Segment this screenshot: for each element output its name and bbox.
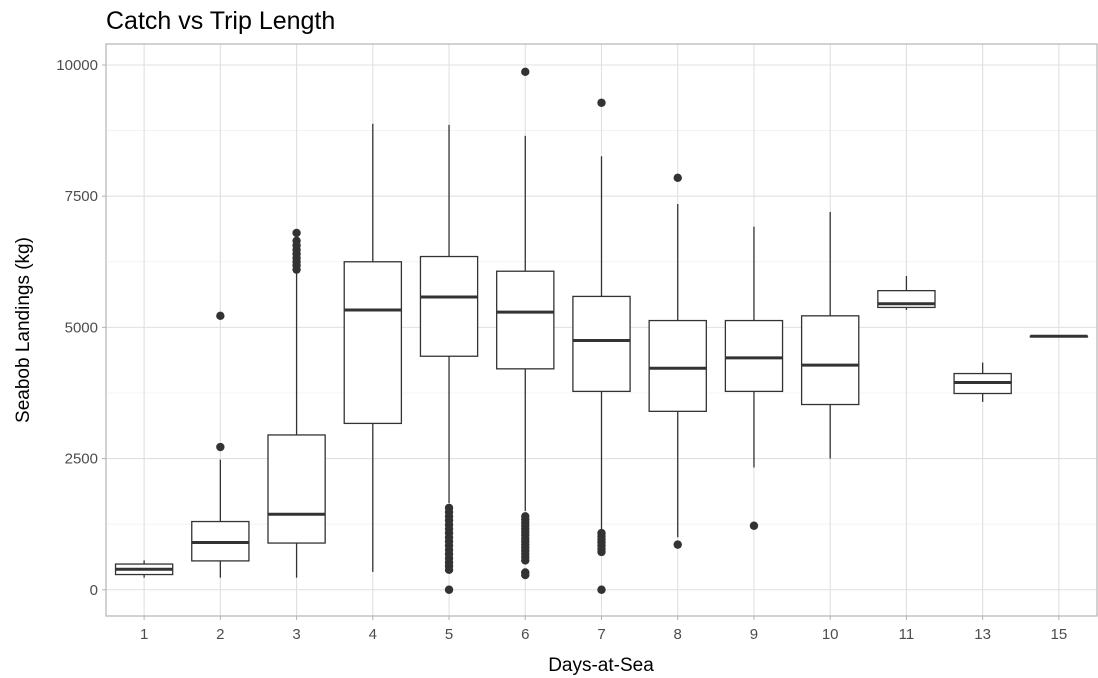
y-tick-label: 10000 bbox=[56, 57, 98, 74]
box-group-10 bbox=[800, 211, 860, 459]
x-tick-label: 10 bbox=[822, 626, 839, 643]
outlier-point bbox=[673, 540, 682, 549]
outlier-point bbox=[216, 311, 225, 321]
box-group-13 bbox=[953, 362, 1012, 402]
outlier-point bbox=[597, 528, 606, 538]
x-axis-title: Days-at-Sea bbox=[548, 655, 654, 676]
box-group-3 bbox=[267, 228, 326, 578]
box-group-4 bbox=[343, 123, 403, 572]
box-group-1 bbox=[114, 560, 174, 578]
box-body bbox=[343, 261, 403, 425]
x-tick-label: 13 bbox=[974, 626, 991, 643]
chart-title: Catch vs Trip Length bbox=[106, 7, 335, 35]
box-group-8 bbox=[648, 173, 707, 549]
box-group-2 bbox=[191, 311, 250, 578]
x-tick-label: 5 bbox=[445, 626, 453, 643]
x-tick-label: 2 bbox=[216, 626, 224, 643]
outlier-point bbox=[521, 512, 530, 521]
box-group-7 bbox=[572, 98, 631, 594]
box-body bbox=[648, 319, 707, 412]
outlier-point bbox=[444, 585, 454, 594]
y-tick-label: 7500 bbox=[65, 188, 98, 205]
box-body bbox=[800, 315, 860, 406]
box-group-15 bbox=[1029, 334, 1089, 338]
x-tick-label: 1 bbox=[140, 626, 148, 643]
outlier-point bbox=[292, 228, 301, 238]
outlier-point bbox=[292, 236, 301, 245]
outlier-point bbox=[444, 503, 454, 513]
box-body bbox=[267, 434, 326, 544]
x-tick-label: 8 bbox=[674, 626, 682, 643]
box-group-11 bbox=[877, 275, 936, 311]
box-group-6 bbox=[496, 67, 555, 580]
y-axis-title: Seabob Landings (kg) bbox=[13, 237, 34, 423]
outlier-point bbox=[216, 442, 225, 452]
x-tick-label: 7 bbox=[597, 626, 605, 643]
x-tick-label: 15 bbox=[1051, 626, 1068, 643]
x-tick-label: 6 bbox=[521, 626, 529, 643]
x-tick-label: 9 bbox=[750, 626, 758, 643]
outlier-point bbox=[521, 568, 530, 577]
box-group-5 bbox=[419, 124, 479, 594]
y-tick-label: 2500 bbox=[65, 451, 98, 468]
axes: 0 2500 5000 7500 10000 1 2 3 4 5 6 7 8 9 10 11 13 15 bbox=[56, 57, 1067, 643]
x-tick-label: 4 bbox=[369, 626, 377, 643]
outlier-point bbox=[521, 67, 530, 77]
y-tick-label: 5000 bbox=[65, 319, 98, 336]
box-group-9 bbox=[724, 226, 784, 530]
outlier-point bbox=[749, 521, 759, 530]
outlier-point bbox=[597, 98, 606, 107]
box-body bbox=[496, 270, 555, 370]
outlier-point bbox=[597, 585, 606, 594]
x-tick-label: 3 bbox=[292, 626, 300, 643]
x-tick-label: 11 bbox=[899, 626, 915, 643]
boxes bbox=[114, 67, 1089, 594]
box-body bbox=[572, 295, 631, 393]
box-body bbox=[419, 255, 479, 357]
outlier-point bbox=[673, 173, 682, 183]
box-body bbox=[724, 319, 784, 393]
y-tick-label: 0 bbox=[90, 582, 98, 599]
